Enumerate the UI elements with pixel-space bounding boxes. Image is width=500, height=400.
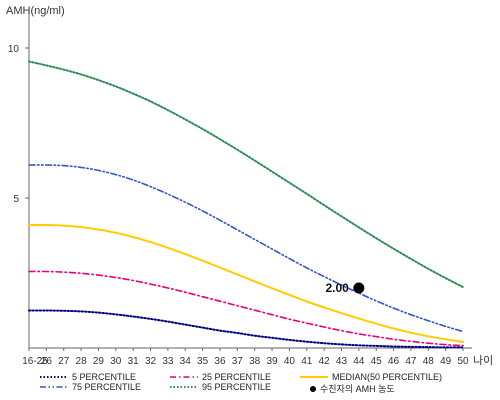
y-tick-label: 10 bbox=[8, 44, 20, 55]
y-tick-label: 5 bbox=[13, 194, 19, 205]
y-axis-title: AMH(ng/ml) bbox=[6, 5, 65, 17]
x-tick-label: 45 bbox=[371, 356, 383, 367]
legend-label: 5 PERCENTILE bbox=[72, 372, 136, 382]
x-axis-title: 나이 bbox=[473, 354, 493, 367]
x-tick-label: 44 bbox=[353, 356, 365, 367]
legend-label: 95 PERCENTILE bbox=[202, 382, 271, 392]
x-tick-label: 41 bbox=[301, 356, 313, 367]
x-tick-label: 40 bbox=[284, 356, 296, 367]
series-group bbox=[28, 60, 464, 349]
x-tick-label: 31 bbox=[128, 356, 140, 367]
x-tick-label: 27 bbox=[58, 356, 70, 367]
x-tick-label: 39 bbox=[266, 356, 278, 367]
series-line bbox=[28, 60, 464, 289]
patient-marker-value-label: 2.00 bbox=[325, 281, 349, 295]
x-tick-label: 16-25 bbox=[22, 356, 48, 367]
x-tick-label: 34 bbox=[180, 356, 192, 367]
legend-marker-swatch bbox=[310, 386, 316, 392]
series-line bbox=[28, 309, 464, 349]
legend-label: 수진자의 AMH 농도 bbox=[320, 384, 395, 394]
patient-marker-group: 2.00 bbox=[325, 281, 365, 295]
x-tick-label: 47 bbox=[405, 356, 417, 367]
x-tick-label: 29 bbox=[93, 356, 105, 367]
x-tick-label: 50 bbox=[457, 356, 469, 367]
x-tick-label: 48 bbox=[423, 356, 435, 367]
x-tick-label: 30 bbox=[110, 356, 122, 367]
legend-label: 25 PERCENTILE bbox=[202, 372, 271, 382]
x-tick-label: 28 bbox=[76, 356, 88, 367]
x-tick-label: 26 bbox=[41, 356, 53, 367]
x-tick-label: 32 bbox=[145, 356, 157, 367]
series-line bbox=[28, 270, 464, 347]
x-tick-label: 46 bbox=[388, 356, 400, 367]
x-tick-label: 42 bbox=[319, 356, 331, 367]
legend-label: MEDIAN(50 PERCENTILE) bbox=[332, 372, 442, 382]
x-tick-label: 36 bbox=[214, 356, 226, 367]
x-tick-label: 49 bbox=[440, 356, 452, 367]
legend: 5 PERCENTILE 25 PERCENTILE MEDIAN(50 PERCE… bbox=[40, 372, 442, 394]
x-tick-label: 35 bbox=[197, 356, 209, 367]
y-ticks: 5 10 bbox=[8, 44, 29, 205]
axes: AMH(ng/ml) 나이 bbox=[6, 5, 493, 367]
series-line bbox=[28, 223, 464, 343]
series-line bbox=[28, 164, 464, 333]
x-tick-label: 37 bbox=[232, 356, 244, 367]
x-tick-label: 33 bbox=[162, 356, 174, 367]
x-tick-label: 38 bbox=[249, 356, 261, 367]
patient-marker-point bbox=[353, 282, 365, 294]
x-tick-label: 43 bbox=[336, 356, 348, 367]
legend-label: 75 PERCENTILE bbox=[72, 382, 141, 392]
